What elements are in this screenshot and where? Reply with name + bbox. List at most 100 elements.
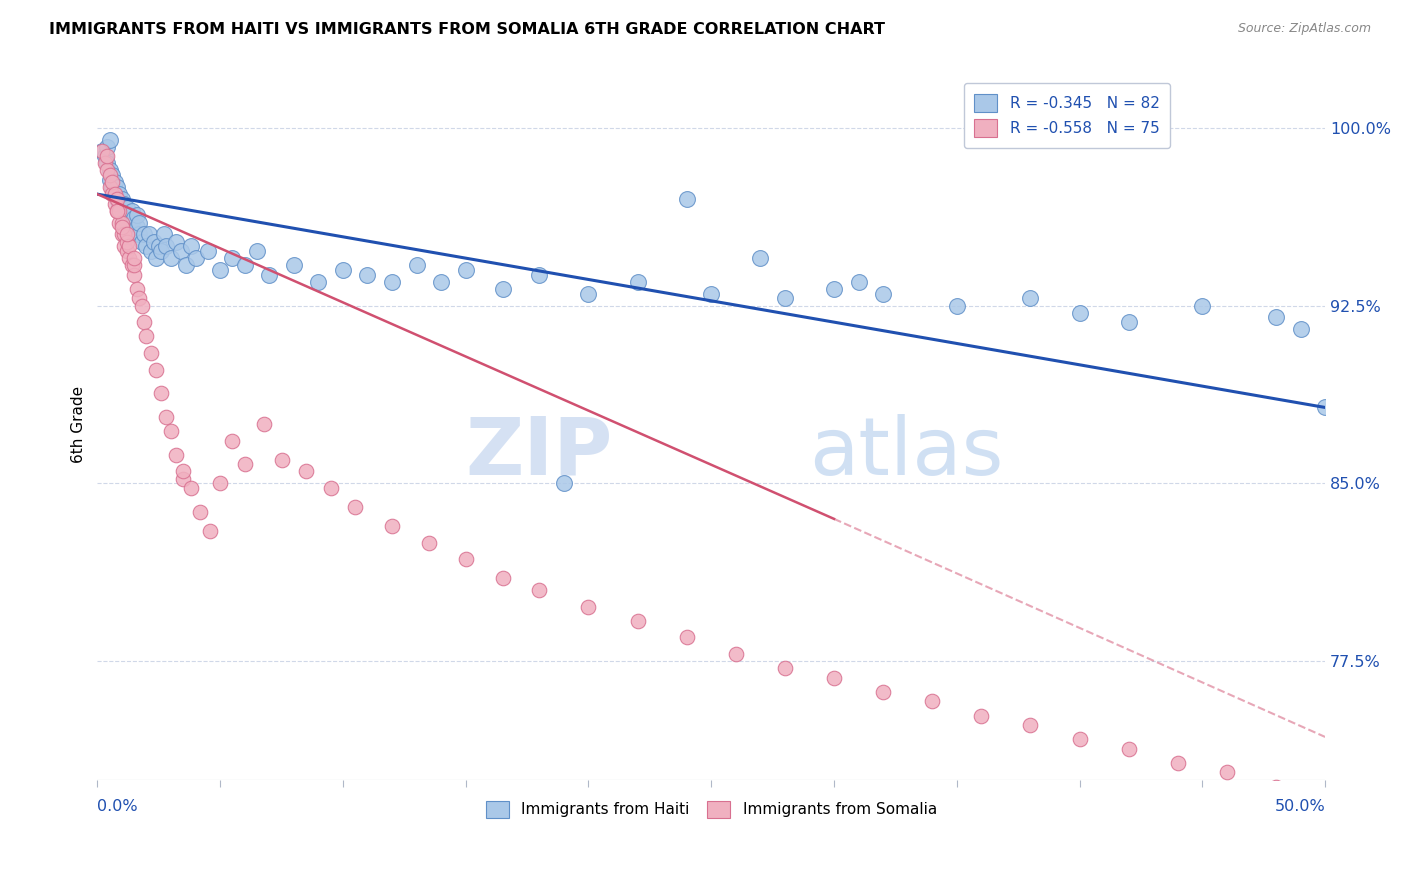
Point <box>118 220 141 235</box>
Point <box>946 299 969 313</box>
Text: 0.0%: 0.0% <box>97 798 138 814</box>
Point <box>1118 315 1140 329</box>
Point <box>111 227 134 242</box>
Point <box>121 216 143 230</box>
Point <box>253 417 276 431</box>
Point <box>93 149 115 163</box>
Point <box>174 258 197 272</box>
Point <box>122 227 145 242</box>
Point <box>749 251 772 265</box>
Point <box>125 209 148 223</box>
Point <box>93 156 115 170</box>
Point <box>103 187 125 202</box>
Point <box>111 203 134 218</box>
Point <box>170 244 193 258</box>
Point <box>91 145 114 159</box>
Point <box>221 251 243 265</box>
Point <box>1191 299 1213 313</box>
Point <box>1069 306 1091 320</box>
Point <box>246 244 269 258</box>
Point <box>200 524 222 538</box>
Point <box>98 133 121 147</box>
Point <box>112 239 135 253</box>
Point <box>132 227 155 242</box>
Point <box>209 263 232 277</box>
Point <box>257 268 280 282</box>
Point <box>131 299 153 313</box>
Point <box>118 251 141 265</box>
Point <box>132 315 155 329</box>
Point <box>138 227 160 242</box>
Point <box>160 251 183 265</box>
Point <box>418 535 440 549</box>
Point <box>118 239 141 253</box>
Point <box>108 196 131 211</box>
Point <box>233 258 256 272</box>
Point <box>150 386 173 401</box>
Point <box>307 275 329 289</box>
Point <box>921 694 943 708</box>
Point <box>675 192 697 206</box>
Point <box>121 203 143 218</box>
Point <box>190 505 212 519</box>
Point <box>180 239 202 253</box>
Point <box>105 192 128 206</box>
Point <box>105 203 128 218</box>
Point <box>1069 732 1091 747</box>
Point <box>221 434 243 448</box>
Point <box>150 244 173 258</box>
Point <box>145 251 167 265</box>
Point <box>98 173 121 187</box>
Point <box>115 235 138 249</box>
Point <box>1019 718 1042 732</box>
Point <box>128 216 150 230</box>
Point <box>172 472 194 486</box>
Point <box>115 216 138 230</box>
Point <box>103 187 125 202</box>
Point <box>98 180 121 194</box>
Point <box>165 448 187 462</box>
Point <box>96 149 118 163</box>
Point <box>105 192 128 206</box>
Point <box>381 519 404 533</box>
Point <box>103 175 125 189</box>
Point <box>122 251 145 265</box>
Point <box>96 140 118 154</box>
Point <box>141 346 163 360</box>
Point <box>283 258 305 272</box>
Point <box>491 571 513 585</box>
Point <box>405 258 427 272</box>
Point <box>675 631 697 645</box>
Point <box>1302 789 1324 804</box>
Point <box>101 168 124 182</box>
Point <box>96 156 118 170</box>
Point <box>491 282 513 296</box>
Point <box>1019 292 1042 306</box>
Point <box>122 211 145 225</box>
Legend: Immigrants from Haiti, Immigrants from Somalia: Immigrants from Haiti, Immigrants from S… <box>478 793 945 825</box>
Point <box>626 614 648 628</box>
Point <box>344 500 367 514</box>
Point <box>101 175 124 189</box>
Point <box>152 227 174 242</box>
Point <box>160 424 183 438</box>
Point <box>103 196 125 211</box>
Point <box>381 275 404 289</box>
Point <box>125 220 148 235</box>
Point <box>1313 401 1336 415</box>
Point <box>155 239 177 253</box>
Point <box>773 661 796 675</box>
Point <box>823 282 845 296</box>
Point <box>430 275 453 289</box>
Point <box>118 209 141 223</box>
Point <box>970 708 993 723</box>
Point <box>131 235 153 249</box>
Y-axis label: 6th Grade: 6th Grade <box>72 385 86 463</box>
Point <box>197 244 219 258</box>
Point <box>454 263 477 277</box>
Point <box>108 187 131 202</box>
Point <box>319 481 342 495</box>
Point <box>1118 741 1140 756</box>
Point <box>1289 322 1312 336</box>
Point <box>848 275 870 289</box>
